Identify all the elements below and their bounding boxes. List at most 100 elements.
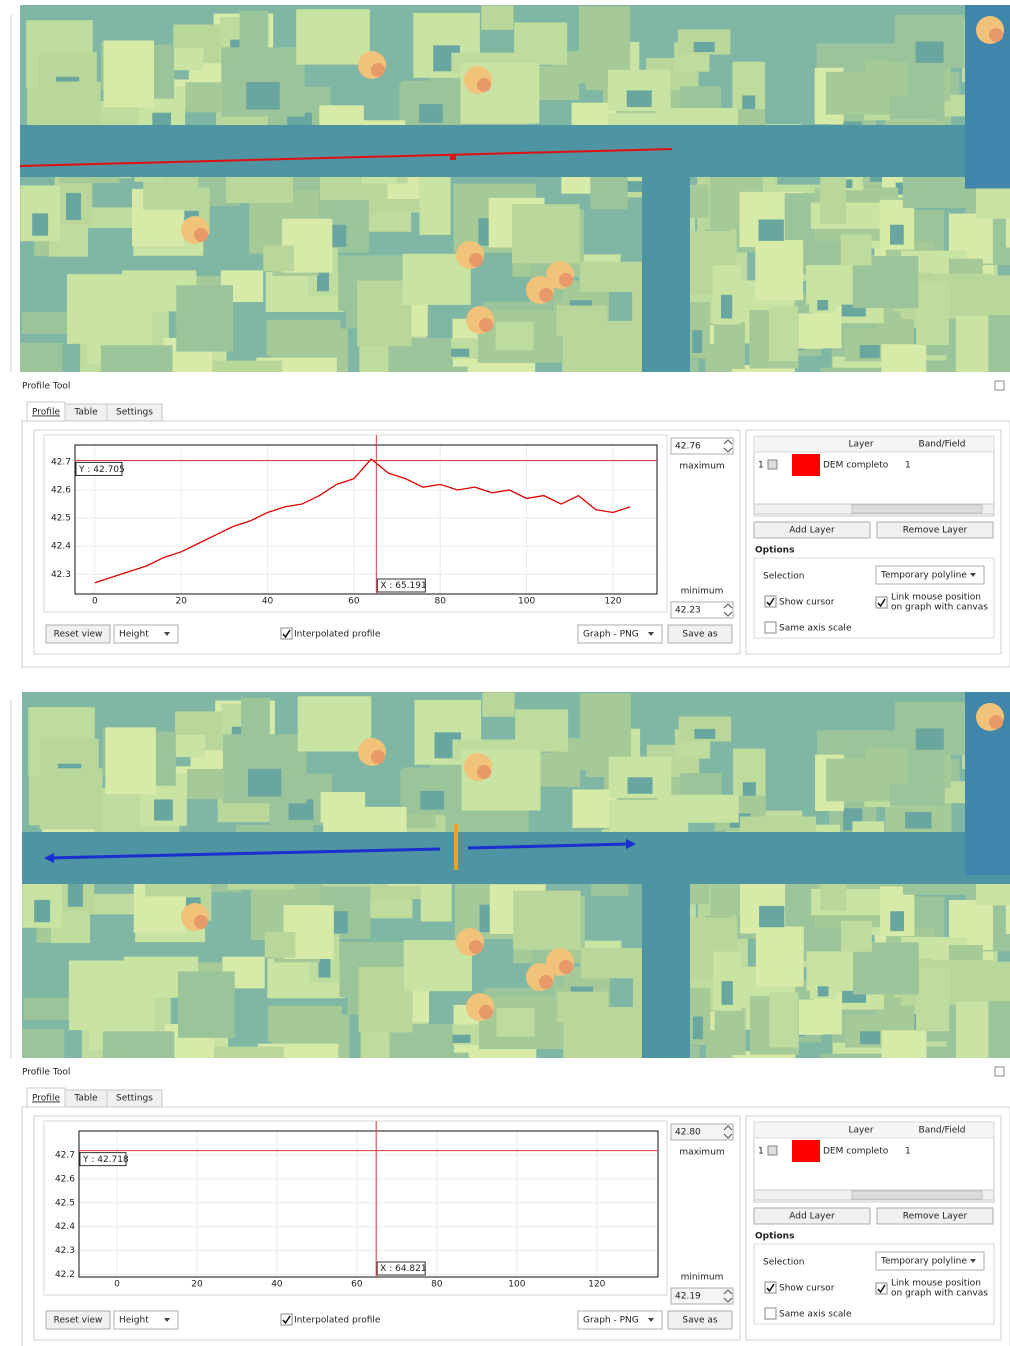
yard [693, 42, 715, 53]
building [297, 696, 372, 752]
yard [694, 728, 716, 739]
remove-layer-button[interactable] [876, 1207, 994, 1225]
tree [539, 975, 553, 989]
checkbox[interactable] [280, 627, 293, 640]
building [482, 692, 515, 717]
yard [692, 330, 703, 353]
scroll-thumb[interactable] [851, 504, 983, 514]
remove-layer-button[interactable] [876, 521, 994, 539]
cursor-x-box [376, 1261, 426, 1276]
band-field: 1 [905, 1147, 911, 1157]
road [20, 125, 1010, 177]
selection-combo[interactable] [875, 565, 985, 585]
profile-vertex [450, 154, 456, 160]
profile-line [467, 842, 631, 850]
maximum-spinbox[interactable] [670, 437, 734, 455]
panel-icon[interactable] [994, 1066, 1005, 1077]
x-tick-label: 120 [604, 597, 621, 607]
check-mark [282, 1315, 291, 1325]
table-header [753, 435, 995, 453]
tree [989, 715, 1003, 729]
checkbox[interactable] [764, 621, 777, 634]
y-tick-label: 42.7 [55, 1150, 75, 1160]
building [1005, 890, 1010, 935]
profile-line [47, 847, 441, 860]
checkbox[interactable] [875, 1282, 888, 1295]
maximum-spinbox-text: 42.76 [675, 442, 701, 452]
yard [915, 728, 944, 750]
tab[interactable] [106, 403, 163, 422]
tab[interactable] [106, 1089, 163, 1108]
combo-arrow [164, 632, 170, 636]
add-layer-button[interactable] [753, 521, 871, 539]
selection-label: Selection [763, 572, 804, 582]
building [241, 697, 270, 738]
building [755, 240, 804, 301]
building [187, 768, 225, 800]
mode-combo[interactable] [113, 1310, 179, 1330]
maximum-spinbox[interactable] [670, 1123, 734, 1141]
selection-combo-text: Temporary polyline [880, 1257, 967, 1267]
yard [890, 224, 904, 245]
minimum-spinbox-text: 42.19 [675, 1292, 701, 1302]
selection-combo[interactable] [875, 1251, 985, 1271]
save-as-button[interactable] [667, 624, 733, 644]
y-tick-label: 42.5 [55, 1198, 75, 1208]
link-label: Link mouse position [891, 593, 981, 603]
cursor-y-box [75, 461, 123, 476]
checkbox[interactable] [280, 1313, 293, 1326]
spin-arrows [723, 439, 733, 453]
tree [371, 63, 385, 77]
yard [905, 811, 932, 829]
table-header-label: Layer [848, 1126, 873, 1136]
combo-arrow [648, 632, 654, 636]
building [263, 245, 294, 272]
reset-view-button[interactable] [45, 624, 111, 644]
arrow-head [626, 839, 636, 849]
map-canvas[interactable] [22, 692, 1010, 1198]
minimum-spinbox-text: 42.23 [675, 606, 701, 616]
building [176, 285, 234, 352]
building [1005, 203, 1010, 248]
building [105, 727, 156, 795]
check-mark [877, 598, 886, 608]
y-tick-label: 42.4 [51, 542, 71, 552]
tab-label: Profile [32, 1094, 60, 1104]
building [511, 204, 580, 264]
checkbox[interactable] [764, 1281, 777, 1294]
road [642, 125, 690, 372]
mode-combo[interactable] [113, 624, 179, 644]
map-canvas[interactable] [20, 5, 1010, 492]
row-checkbox[interactable] [767, 459, 778, 470]
checkbox[interactable] [764, 1307, 777, 1320]
y-tick-label: 42.4 [55, 1222, 75, 1232]
scroll-thumb[interactable] [851, 1190, 983, 1200]
combo-arrow [970, 1259, 976, 1263]
save-as-button-text: Save as [682, 1316, 717, 1326]
plot-frame [78, 1130, 659, 1278]
panel-icon[interactable] [994, 380, 1005, 391]
yard [626, 90, 652, 107]
export-combo[interactable] [577, 1310, 663, 1330]
minimum-spinbox[interactable] [670, 1287, 734, 1305]
yard [419, 104, 443, 123]
row-checkbox[interactable] [767, 1145, 778, 1156]
cursor-x-label: X : 64.821 [380, 1264, 426, 1274]
row-number: 1 [758, 461, 764, 471]
check-mark [282, 629, 291, 639]
checkbox[interactable] [875, 596, 888, 609]
selection-combo-text: Temporary polyline [880, 571, 967, 581]
panel-title: Profile Tool [22, 1068, 70, 1078]
interpolated-label: Interpolated profile [294, 630, 381, 640]
building [881, 1030, 927, 1058]
maximum-spinbox-text: 42.80 [675, 1128, 701, 1138]
building [562, 320, 643, 372]
add-layer-button[interactable] [753, 1207, 871, 1225]
export-combo[interactable] [577, 624, 663, 644]
minimum-spinbox[interactable] [670, 601, 734, 619]
check-mark [766, 1283, 775, 1293]
reset-view-button[interactable] [45, 1310, 111, 1330]
save-as-button[interactable] [667, 1310, 733, 1330]
checkbox[interactable] [764, 595, 777, 608]
tree [539, 288, 553, 302]
